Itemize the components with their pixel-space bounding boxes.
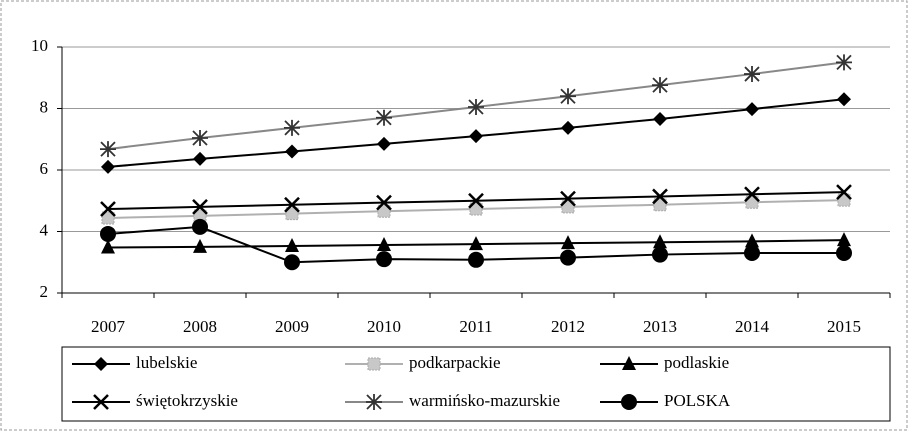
marker: [560, 190, 576, 207]
marker: [469, 202, 483, 216]
marker: [367, 357, 381, 371]
marker: [621, 394, 637, 410]
marker: [652, 246, 668, 263]
marker: [285, 207, 299, 221]
marker: [837, 193, 851, 207]
marker: [192, 130, 208, 147]
marker: [653, 234, 667, 249]
x-tick-label: 2009: [275, 317, 309, 336]
marker: [93, 394, 109, 410]
marker: [377, 204, 391, 218]
marker: [745, 233, 759, 248]
marker: [836, 54, 852, 71]
legend-label: warmińsko-mazurskie: [409, 391, 560, 410]
marker: [366, 394, 382, 410]
marker: [94, 357, 108, 371]
legend-label: lubelskie: [136, 353, 197, 372]
y-tick-label: 6: [40, 159, 49, 178]
y-tick-label: 4: [40, 220, 49, 239]
marker: [745, 102, 759, 117]
marker: [193, 151, 207, 166]
marker: [468, 192, 484, 209]
marker: [285, 144, 299, 159]
x-tick-label: 2007: [91, 317, 126, 336]
y-tick-label: 2: [40, 282, 49, 301]
y-tick-label: 8: [40, 97, 49, 116]
marker: [284, 119, 300, 136]
marker: [377, 136, 391, 151]
marker: [836, 245, 852, 262]
x-tick-label: 2015: [827, 317, 861, 336]
marker: [377, 237, 391, 252]
legend-label: podlaskie: [664, 353, 729, 372]
marker: [745, 195, 759, 209]
marker: [744, 186, 760, 203]
legend-box: [61, 346, 891, 422]
marker: [100, 141, 116, 158]
marker: [744, 66, 760, 83]
marker: [101, 159, 115, 174]
marker: [284, 196, 300, 213]
marker: [100, 201, 116, 217]
marker: [192, 199, 208, 215]
marker: [561, 235, 575, 250]
marker: [285, 237, 299, 252]
marker: [376, 194, 392, 211]
marker: [560, 249, 576, 266]
marker: [468, 98, 484, 115]
marker: [561, 120, 575, 135]
x-tick-label: 2012: [551, 317, 585, 336]
marker: [100, 225, 116, 242]
marker: [469, 236, 483, 251]
legend-label: podkarpackie: [409, 353, 501, 372]
y-tick-label: 10: [31, 36, 48, 55]
marker: [836, 184, 852, 201]
marker: [101, 239, 115, 254]
marker: [652, 77, 668, 94]
legend-label: POLSKA: [664, 391, 731, 410]
x-tick-label: 2010: [367, 317, 401, 336]
x-tick-label: 2008: [183, 317, 217, 336]
marker: [560, 88, 576, 105]
marker: [468, 251, 484, 268]
marker: [744, 245, 760, 262]
x-tick-label: 2011: [459, 317, 492, 336]
x-tick-label: 2014: [735, 317, 770, 336]
marker: [652, 188, 668, 205]
marker: [192, 218, 208, 235]
legend-label: świętokrzyskie: [136, 391, 238, 410]
marker: [469, 129, 483, 144]
marker: [376, 251, 392, 268]
marker: [561, 200, 575, 214]
marker: [837, 92, 851, 107]
x-tick-label: 2013: [643, 317, 677, 336]
marker: [653, 111, 667, 126]
marker: [837, 232, 851, 247]
marker: [622, 356, 636, 370]
marker: [193, 238, 207, 253]
marker: [284, 254, 300, 271]
marker: [376, 109, 392, 126]
marker: [653, 198, 667, 212]
marker: [101, 211, 115, 225]
